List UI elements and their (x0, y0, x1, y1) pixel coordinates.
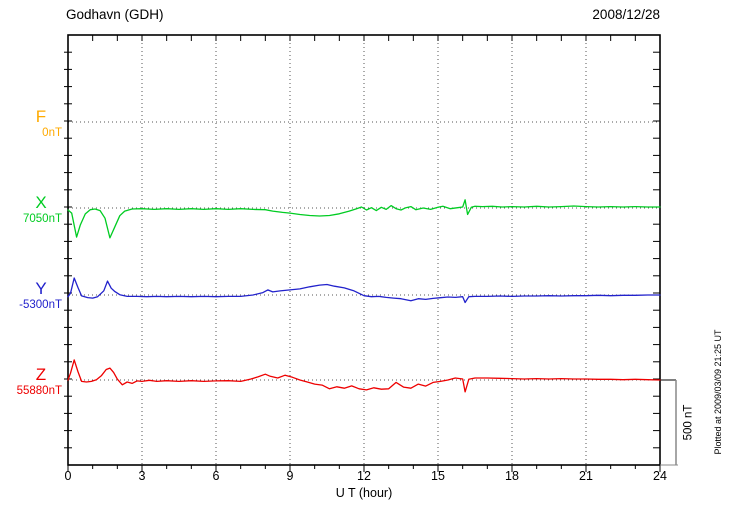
x-tick-label-0: 0 (64, 469, 72, 483)
x-tick-label-12: 12 (357, 469, 371, 483)
channel-baseline-x: 7050nT (22, 213, 62, 225)
channel-letter-f: F (35, 107, 47, 126)
channel-baseline-f: 0nT (42, 127, 62, 139)
channel-letter-y: Y (35, 279, 47, 298)
plotted-at-note: Plotted at 2009/03/09 21:25 UT (713, 329, 723, 455)
channel-letter-x: X (35, 193, 47, 212)
x-tick-label-3: 3 (138, 469, 146, 483)
x-tick-label-9: 9 (286, 469, 294, 483)
x-axis-title: U T (hour) (335, 486, 393, 500)
x-tick-label-24: 24 (653, 469, 667, 483)
channel-letter-z: Z (35, 365, 47, 384)
plot-date: 2008/12/28 (592, 7, 660, 22)
channel-baseline-z: 55880nT (16, 385, 62, 397)
x-tick-label-18: 18 (505, 469, 519, 483)
channel-baseline-y: -5300nT (19, 299, 62, 311)
x-tick-label-6: 6 (212, 469, 220, 483)
x-tick-label-15: 15 (431, 469, 445, 483)
x-tick-label-21: 21 (579, 469, 593, 483)
scale-bar-label: 500 nT (682, 404, 695, 441)
station-title: Godhavn (GDH) (66, 7, 164, 22)
